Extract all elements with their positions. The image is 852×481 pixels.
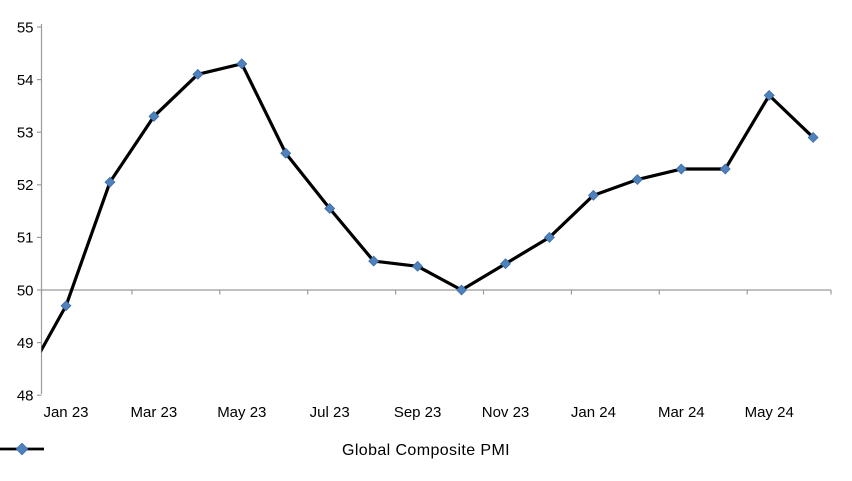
x-axis-tick-label: Mar 23 bbox=[131, 404, 178, 421]
data-point-marker bbox=[280, 147, 292, 159]
x-axis-tick-label: Sep 23 bbox=[394, 404, 442, 421]
x-axis-tick-label: Nov 23 bbox=[482, 404, 530, 421]
y-axis-tick-label: 53 bbox=[17, 124, 34, 141]
data-point-marker bbox=[763, 89, 775, 101]
pmi-series-line bbox=[41, 62, 815, 354]
x-axis-tick-label: Jan 24 bbox=[571, 404, 616, 421]
x-axis-tick-label: May 24 bbox=[745, 404, 794, 421]
y-axis-tick-label: 49 bbox=[17, 335, 34, 352]
y-axis-tick-label: 48 bbox=[17, 387, 34, 404]
pmi-series bbox=[41, 58, 819, 354]
data-point-marker bbox=[104, 176, 116, 188]
y-axis-tick-label: 51 bbox=[17, 230, 34, 247]
data-point-marker bbox=[192, 68, 204, 80]
data-point-marker bbox=[324, 203, 336, 214]
x-axis-tick-label: Jan 23 bbox=[43, 404, 88, 421]
data-point-marker bbox=[807, 131, 819, 143]
x-axis-tick-label: Jul 23 bbox=[310, 404, 350, 421]
y-axis-tick-label: 52 bbox=[17, 177, 34, 194]
data-point-marker bbox=[412, 260, 424, 272]
data-point-marker bbox=[148, 110, 160, 122]
data-point-marker bbox=[236, 58, 248, 70]
y-axis-tick-label: 50 bbox=[17, 282, 34, 299]
y-axis-tick-label: 54 bbox=[17, 72, 34, 89]
data-point-marker bbox=[456, 284, 468, 296]
y-axis-tick-label: 55 bbox=[17, 19, 34, 36]
x-axis-tick-label: Mar 24 bbox=[658, 404, 705, 421]
data-point-marker bbox=[631, 174, 643, 186]
data-point-marker bbox=[368, 255, 380, 267]
data-point-marker bbox=[719, 163, 731, 175]
data-point-marker bbox=[543, 231, 555, 243]
data-point-marker bbox=[675, 163, 687, 175]
data-point-marker bbox=[60, 300, 72, 312]
data-point-marker bbox=[500, 258, 511, 270]
x-axis-tick-label: May 23 bbox=[217, 404, 266, 421]
data-point-marker bbox=[587, 189, 599, 201]
